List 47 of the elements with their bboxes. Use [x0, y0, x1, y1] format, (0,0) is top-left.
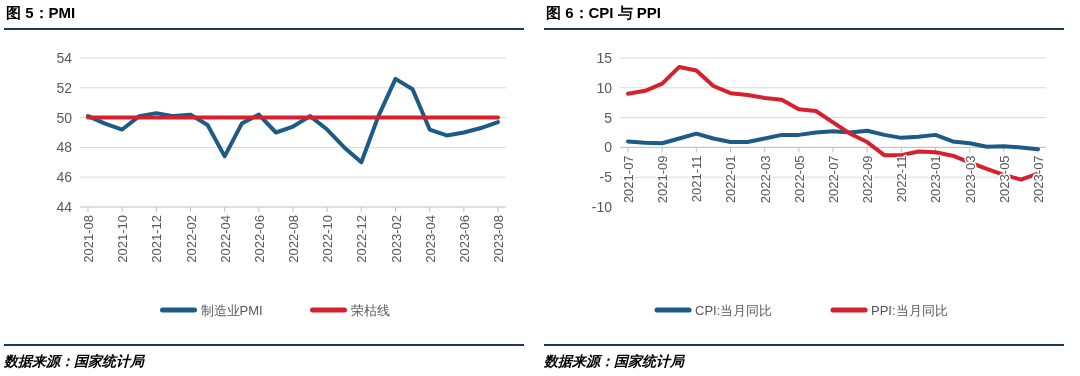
- x-tick-label: 2023-04: [422, 215, 438, 263]
- x-tick-label: 2023-03: [962, 155, 978, 204]
- x-tick-label: 2022-08: [286, 215, 301, 263]
- y-tick-label: 50: [56, 109, 73, 126]
- y-tick-label: 5: [604, 109, 613, 126]
- x-tick-label: 2022-11: [894, 155, 910, 203]
- y-tick-label: 15: [596, 50, 613, 66]
- x-tick-label: 2023-01: [928, 155, 944, 204]
- chart-title: 图 5：PMI: [6, 4, 76, 21]
- line-series: [626, 128, 1040, 152]
- x-tick-label: 2023-07: [1031, 155, 1046, 204]
- y-tick-label: 52: [56, 79, 73, 96]
- legend-label: 荣枯线: [350, 303, 390, 318]
- x-tick-label: 2022-06: [251, 215, 267, 263]
- x-tick-label: 2022-05: [791, 155, 807, 204]
- x-tick-label: 2022-12: [354, 215, 370, 263]
- x-tick-label: 2022-04: [217, 215, 233, 263]
- y-tick-label: 48: [56, 139, 73, 156]
- x-tick-label: 2022-09: [860, 155, 876, 204]
- chart-title: 图 6：CPI 与 PPI: [546, 4, 662, 21]
- source-note: 数据来源：国家统计局: [3, 353, 146, 369]
- source-note: 数据来源：国家统计局: [543, 353, 686, 369]
- y-tick-label: 54: [56, 50, 73, 66]
- x-tick-label: 2021-12: [149, 215, 165, 263]
- x-tick-label: 2022-07: [826, 155, 841, 204]
- x-tick-label: 2021-09: [655, 155, 671, 204]
- x-tick-label: 2022-01: [723, 155, 739, 204]
- x-tick-label: 2021-08: [81, 215, 96, 263]
- y-tick-label: 10: [596, 79, 613, 96]
- x-tick-label: 2023-06: [456, 215, 472, 263]
- y-tick-label: 44: [56, 199, 73, 215]
- y-tick-label: 0: [604, 139, 613, 156]
- y-tick-label: -10: [591, 199, 613, 215]
- y-tick-label: 46: [56, 169, 73, 186]
- legend-label: 制造业PMI: [200, 303, 263, 318]
- x-tick-label: 2023-08: [491, 215, 506, 263]
- x-tick-label: 2021-10: [115, 215, 131, 263]
- x-tick-label: 2023-02: [388, 215, 404, 263]
- x-tick-label: 2022-03: [757, 155, 773, 204]
- x-tick-label: 2021-07: [621, 155, 636, 204]
- x-tick-label: 2023-05: [996, 155, 1012, 204]
- x-tick-label: 2022-02: [183, 215, 199, 263]
- legend-label: CPI:当月同比: [695, 303, 773, 318]
- y-tick-label: -5: [599, 169, 613, 186]
- x-tick-label: 2022-10: [320, 215, 336, 263]
- x-tick-label: 2021-11: [689, 155, 705, 203]
- legend-label: PPI:当月同比: [871, 303, 948, 318]
